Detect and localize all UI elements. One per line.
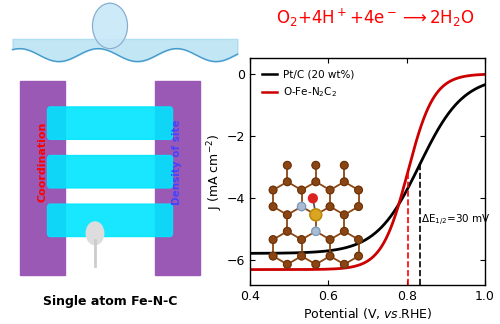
Circle shape	[92, 3, 128, 49]
Text: Single atom Fe-N-C: Single atom Fe-N-C	[43, 295, 177, 308]
X-axis label: Potential (V, $\it{vs}$.RHE): Potential (V, $\it{vs}$.RHE)	[302, 306, 432, 321]
Text: Coordination: Coordination	[38, 122, 48, 202]
Circle shape	[86, 222, 104, 245]
Text: O$_2$+4H$^+$+4e$^-$$\longrightarrow$2H$_2$O: O$_2$+4H$^+$+4e$^-$$\longrightarrow$2H$_…	[276, 6, 474, 29]
Bar	[155, 81, 200, 275]
FancyBboxPatch shape	[48, 204, 172, 237]
Text: Density of site: Density of site	[172, 119, 182, 205]
Text: $\Delta$E$_{1/2}$=30 mV: $\Delta$E$_{1/2}$=30 mV	[421, 213, 491, 228]
Y-axis label: J (mA cm$^{-2}$): J (mA cm$^{-2}$)	[206, 134, 226, 210]
Bar	[20, 81, 65, 275]
FancyBboxPatch shape	[48, 107, 172, 139]
FancyBboxPatch shape	[48, 156, 172, 188]
Legend: Pt/C (20 wt%), O-Fe-N$_2$C$_2$: Pt/C (20 wt%), O-Fe-N$_2$C$_2$	[258, 66, 358, 103]
